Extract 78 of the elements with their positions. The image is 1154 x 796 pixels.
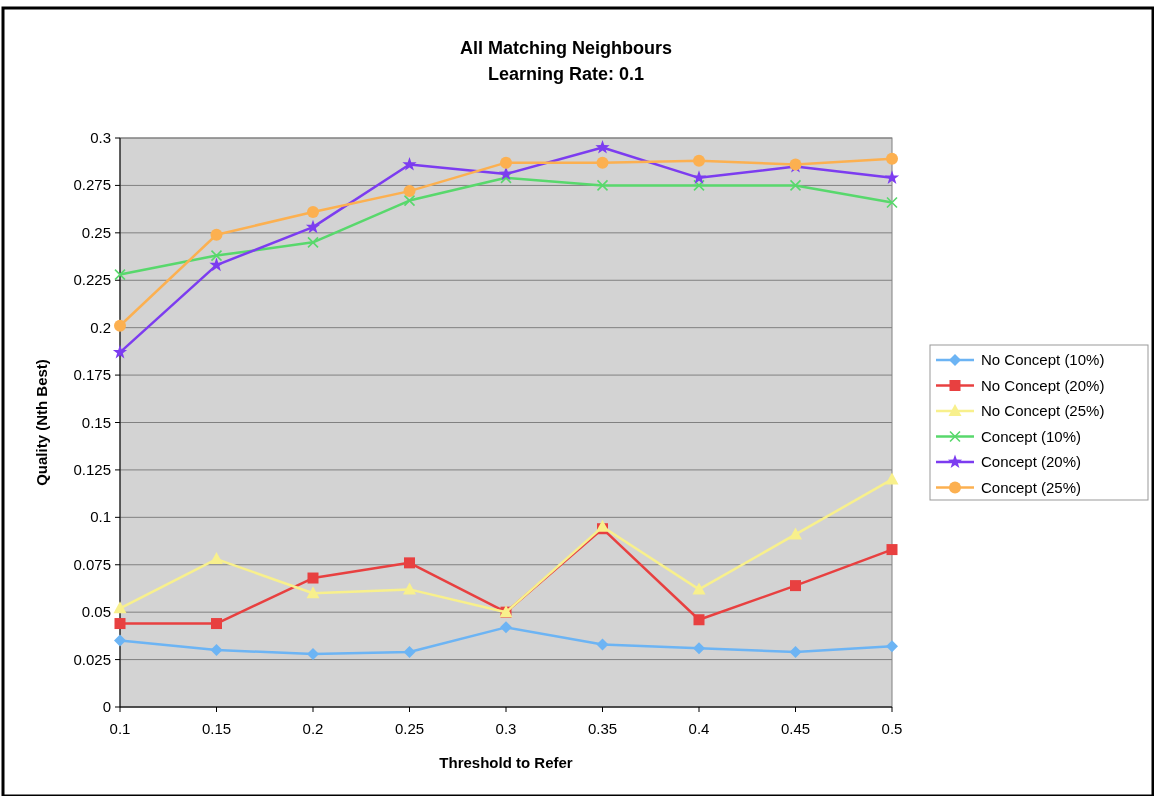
- y-tick-label: 0.025: [73, 650, 111, 668]
- point: [693, 179, 705, 192]
- y-tick-label: 0.3: [90, 129, 111, 146]
- y-tick-label: 0.275: [73, 176, 111, 194]
- point: [210, 552, 223, 565]
- y-tick-label: 0.175: [73, 366, 111, 384]
- x-tick-label: 0.2: [302, 720, 324, 737]
- point: [693, 642, 705, 655]
- point: [210, 249, 223, 262]
- point: [306, 586, 320, 599]
- point: [886, 544, 898, 556]
- point: [114, 618, 126, 630]
- point: [403, 194, 416, 207]
- y-tick-label: 0.05: [81, 603, 111, 621]
- y-tick-label: 0.125: [73, 460, 111, 478]
- point: [307, 236, 319, 249]
- legend-label: Concept (25%): [981, 478, 1082, 496]
- point: [884, 170, 900, 184]
- legend-label: Concept (10%): [981, 427, 1082, 445]
- point: [596, 519, 609, 532]
- point: [596, 179, 609, 192]
- point: [112, 344, 128, 359]
- point: [596, 638, 609, 651]
- point: [595, 139, 610, 154]
- point: [596, 156, 609, 169]
- point: [789, 646, 802, 658]
- point: [210, 228, 223, 241]
- point: [114, 319, 126, 332]
- point: [403, 185, 416, 198]
- point: [403, 646, 416, 658]
- chart-subtitle: Learning Rate: 0.1: [487, 64, 645, 84]
- y-axis-title: Quality (Nth Best): [33, 359, 50, 486]
- legend-label: No Concept (20%): [981, 376, 1105, 394]
- y-tick-label: 0: [102, 698, 111, 715]
- x-tick-label: 0.25: [394, 720, 425, 737]
- legend-label: Concept (20%): [981, 453, 1082, 470]
- x-tick-label: 0.15: [201, 720, 232, 737]
- point: [886, 640, 898, 653]
- point: [210, 644, 223, 657]
- x-tick-label: 0.3: [495, 720, 517, 737]
- y-tick-label: 0.15: [81, 413, 111, 431]
- point: [500, 621, 512, 634]
- point: [114, 634, 126, 647]
- point: [693, 614, 705, 626]
- point: [402, 157, 417, 171]
- point: [305, 219, 321, 234]
- point: [886, 196, 898, 209]
- y-tick-label: 0.2: [90, 318, 111, 336]
- point: [886, 152, 898, 165]
- y-tick-label: 0.25: [81, 223, 111, 241]
- legend-label: No Concept (10%): [981, 351, 1105, 368]
- point: [307, 572, 319, 584]
- y-tick-label: 0.1: [90, 508, 111, 526]
- x-tick-label: 0.5: [881, 720, 903, 737]
- x-tick-label: 0.35: [587, 720, 618, 737]
- point: [403, 582, 416, 595]
- x-axis-title: Threshold to Refer: [439, 754, 573, 771]
- x-tick-label: 0.1: [109, 720, 131, 737]
- point: [790, 580, 801, 592]
- point: [307, 205, 319, 218]
- point: [789, 179, 802, 192]
- point: [692, 582, 706, 595]
- point: [114, 268, 126, 281]
- chart-title: All Matching Neighbours: [459, 38, 673, 58]
- point: [307, 647, 319, 660]
- point: [693, 154, 705, 167]
- x-tick-label: 0.4: [688, 720, 710, 737]
- point: [404, 557, 415, 569]
- point: [211, 618, 222, 630]
- point: [500, 156, 512, 169]
- y-tick-label: 0.225: [73, 271, 111, 289]
- point: [113, 601, 127, 614]
- point: [789, 527, 802, 540]
- legend-label: No Concept (25%): [981, 402, 1105, 419]
- point: [885, 472, 899, 485]
- point: [209, 257, 224, 272]
- x-tick-label: 0.45: [780, 720, 811, 737]
- y-tick-label: 0.075: [73, 555, 111, 573]
